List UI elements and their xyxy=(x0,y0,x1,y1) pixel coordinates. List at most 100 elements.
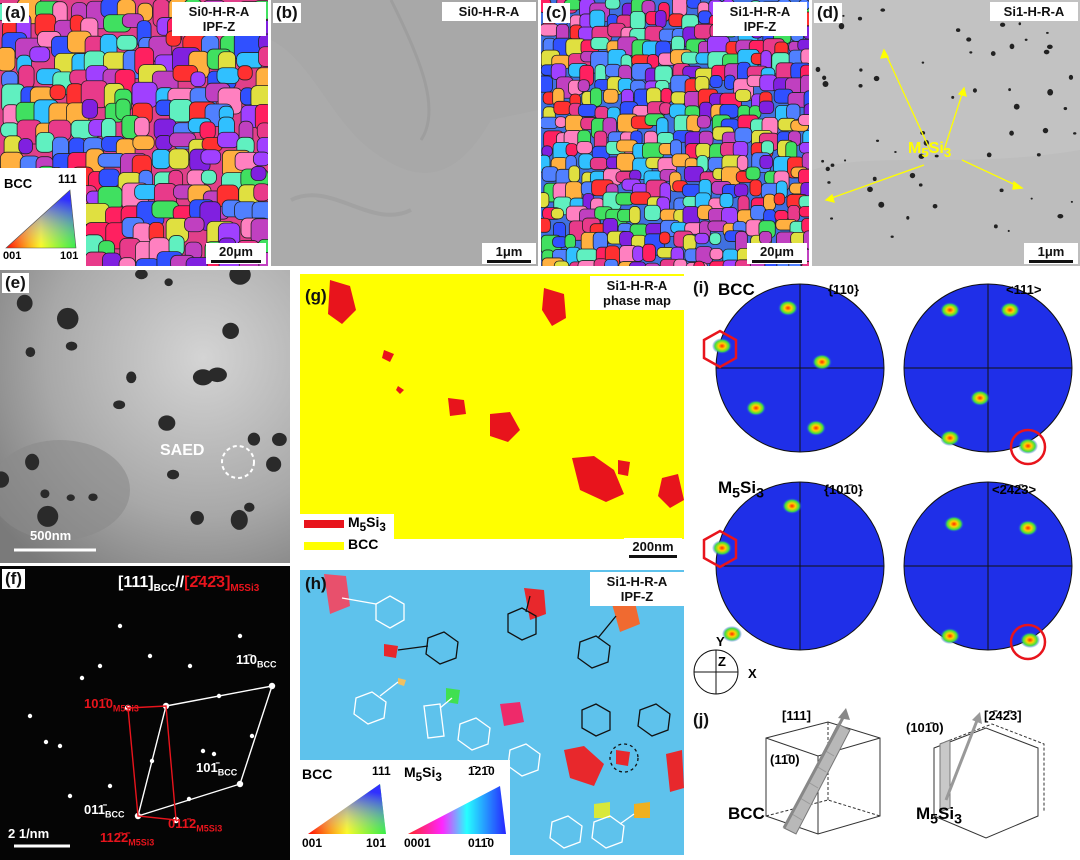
saed-label: SAED xyxy=(160,442,205,459)
precipitate xyxy=(65,341,78,351)
grain xyxy=(693,260,705,266)
sample-tag: Si1-H-R-A xyxy=(990,2,1078,21)
panel-label: (h) xyxy=(305,574,327,593)
grain xyxy=(758,100,775,114)
grain xyxy=(642,243,656,262)
pole-density-spot xyxy=(940,302,960,318)
legend-101: 101 xyxy=(60,250,79,262)
grain xyxy=(694,232,710,245)
grain xyxy=(250,166,267,181)
grain xyxy=(49,84,66,100)
legend-swatch-bcc xyxy=(304,542,344,550)
scale-bar: 20μm xyxy=(747,243,807,264)
grain xyxy=(798,114,809,126)
grain xyxy=(736,155,749,171)
diffraction-spot xyxy=(117,623,123,629)
precipitate xyxy=(229,270,251,285)
scale-bar: 20μm xyxy=(206,243,266,264)
precipitate xyxy=(999,22,1006,27)
legend-title-m5si3: M5Si3 xyxy=(404,764,442,784)
precipitate xyxy=(1024,38,1028,41)
precipitate xyxy=(1008,88,1011,92)
precipitate xyxy=(993,224,998,229)
grain xyxy=(604,0,621,10)
spot-label: 101̄BCC xyxy=(196,760,238,778)
grain xyxy=(184,216,205,233)
pole-density-spot xyxy=(940,430,960,446)
grain xyxy=(799,141,809,154)
precipitate xyxy=(56,307,79,330)
sem-image-b xyxy=(271,0,538,266)
sample-tag: Si1-H-R-A IPF-Z xyxy=(590,572,684,606)
diffraction-spot xyxy=(187,663,193,669)
phase-annotation: M5Si3 xyxy=(908,140,952,161)
precipitate xyxy=(0,471,10,488)
panel-i: (i) BCC {110} <111> M5Si3 {101̄0} <2̄42̄… xyxy=(688,270,1080,702)
panel-f: (f) [111]BCC//[2̄42̄3]M5Si3 11̄0BCC 101̄… xyxy=(0,566,290,860)
legend-001: 001 xyxy=(3,250,22,262)
precipitate xyxy=(843,159,847,162)
panel-h: (h) Si1-H-R-A IPF-Z BCC 111 M5Si3 1̄21̄0 … xyxy=(294,566,686,860)
diffraction-spot xyxy=(200,748,206,754)
precipitate xyxy=(880,8,886,12)
precipitate xyxy=(990,51,996,57)
panel-label: (b) xyxy=(273,3,301,23)
precipitate xyxy=(921,61,925,64)
pole-density-spot xyxy=(944,516,964,532)
sample-tag: Si1-H-R-A IPF-Z xyxy=(713,2,807,36)
phase-legend: M5Si3 BCC xyxy=(300,514,394,560)
diffraction-spot xyxy=(57,743,63,749)
pole-density-spot xyxy=(1018,520,1038,536)
precipitate xyxy=(859,68,863,72)
grain xyxy=(696,115,711,129)
saed-pattern xyxy=(0,566,290,860)
grain xyxy=(773,192,786,206)
grain xyxy=(654,10,667,28)
precipitate xyxy=(1036,153,1041,157)
legend-001: 001 xyxy=(302,836,323,850)
precipitate xyxy=(1043,49,1050,55)
precipitate xyxy=(932,203,938,209)
grain xyxy=(733,183,749,198)
grain xyxy=(800,48,809,65)
pole-density-spot xyxy=(746,400,766,416)
grain xyxy=(750,205,766,221)
legend-swatch-m5si3 xyxy=(304,520,344,528)
precipitate xyxy=(890,235,894,238)
precipitate xyxy=(872,176,877,182)
label-bcc: BCC xyxy=(728,804,765,823)
diffraction-spot xyxy=(211,751,217,757)
grain xyxy=(0,47,16,72)
precipitate xyxy=(966,37,972,42)
grain xyxy=(132,135,155,151)
grain xyxy=(134,116,150,137)
grain xyxy=(541,75,553,93)
grain xyxy=(199,121,216,140)
grain xyxy=(603,88,619,104)
precipitate xyxy=(192,369,214,386)
precipitate xyxy=(1030,197,1033,200)
grain xyxy=(190,71,206,88)
precipitate xyxy=(1042,127,1049,134)
precipitate xyxy=(986,152,992,158)
precipitate xyxy=(1009,130,1014,136)
grain xyxy=(734,127,753,144)
grain xyxy=(577,260,598,266)
grain xyxy=(709,75,723,89)
spot-label: 112̄2̄M5Si3 xyxy=(100,830,155,848)
precipitate xyxy=(1046,44,1053,49)
grain xyxy=(568,165,581,183)
grain xyxy=(564,234,576,250)
grain xyxy=(709,248,724,261)
grain xyxy=(217,131,240,149)
axis-x: X xyxy=(748,666,757,681)
panel-a: (a) Si0-H-R-A IPF-Z BCC 111 001 101 20μm xyxy=(0,0,268,266)
grain xyxy=(589,157,608,171)
grain xyxy=(589,9,606,30)
grain xyxy=(237,65,253,81)
precipitate xyxy=(1068,74,1074,80)
grain xyxy=(252,151,268,167)
panel-label: (a) xyxy=(2,3,29,23)
grain xyxy=(759,230,773,245)
precipitate xyxy=(955,28,961,33)
